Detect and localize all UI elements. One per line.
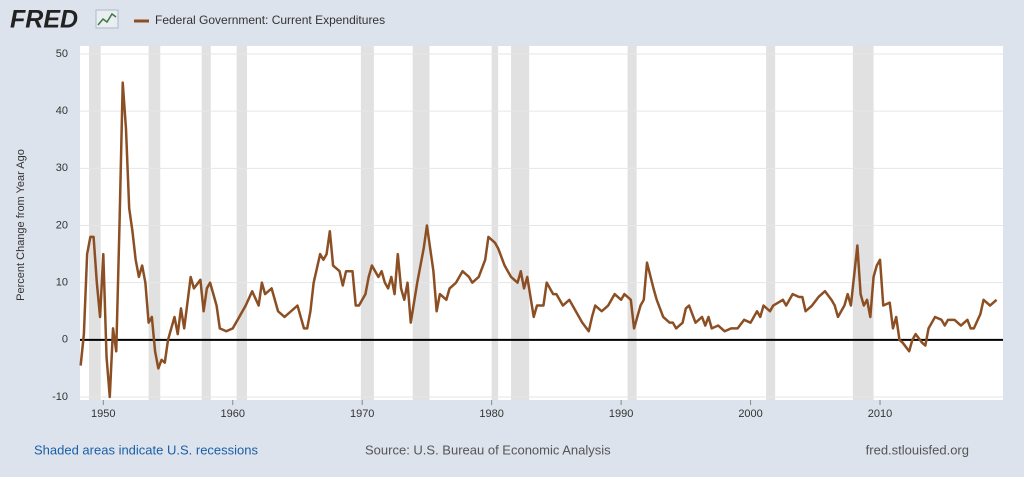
- x-tick-label: 1980: [479, 408, 503, 420]
- recession-note[interactable]: Shaded areas indicate U.S. recessions: [34, 442, 259, 457]
- recession-band: [89, 46, 101, 400]
- site: fred.stlouisfed.org: [866, 442, 969, 457]
- recession-band: [148, 46, 161, 400]
- y-tick-label: 20: [56, 219, 68, 231]
- x-tick-label: 1960: [221, 408, 245, 420]
- y-tick-label: 40: [56, 105, 68, 117]
- y-tick-label: 30: [56, 162, 68, 174]
- y-tick-label: 10: [56, 277, 68, 289]
- recession-band: [491, 46, 499, 400]
- y-tick-label: -10: [52, 391, 68, 403]
- x-tick-label: 1990: [609, 408, 633, 420]
- x-tick-label: 1950: [91, 408, 115, 420]
- series-line: [79, 81, 998, 399]
- plot: -10 0 10 20 30 40 50 1950 1960 1970 1980 1990 2000 20…: [52, 46, 1003, 420]
- plot-area: [80, 46, 1003, 400]
- recession-band: [412, 46, 430, 400]
- source: Source: U.S. Bureau of Economic Analysis: [365, 442, 611, 457]
- y-tick-label: 50: [56, 48, 68, 60]
- legend-label: Federal Government: Current Expenditures: [155, 13, 385, 27]
- logo: FRED: [10, 6, 78, 34]
- y-axis-label: Percent Change from Year Ago: [15, 149, 27, 301]
- y-tick-label: 0: [62, 334, 68, 346]
- x-tick-label: 1970: [350, 408, 374, 420]
- logo-icon: [95, 9, 119, 29]
- recession-band: [511, 46, 530, 400]
- x-tick-label: 2000: [738, 408, 762, 420]
- recession-band: [627, 46, 637, 400]
- x-tick-label: 2010: [868, 408, 892, 420]
- recession-band: [236, 46, 247, 400]
- recession-band: [766, 46, 776, 400]
- recession-band: [852, 46, 874, 400]
- recession-band: [360, 46, 374, 400]
- recession-band: [201, 46, 211, 400]
